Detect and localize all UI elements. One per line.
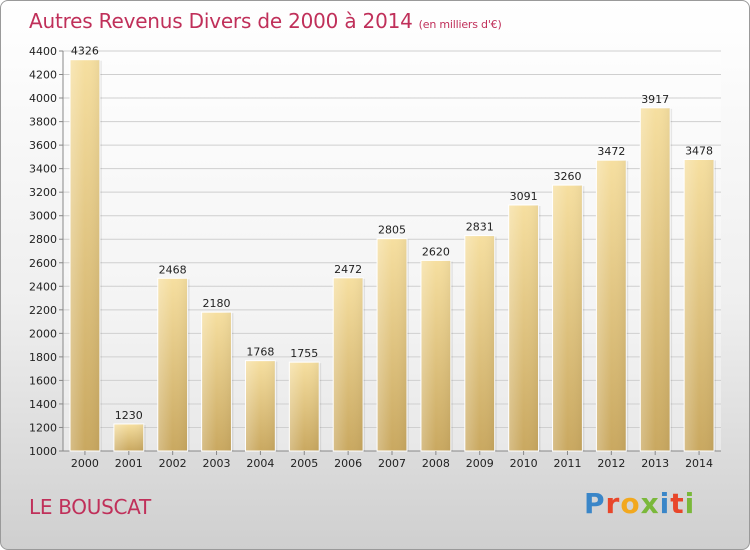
- y-tick-label: 3600: [29, 139, 57, 152]
- x-tick-label: 2009: [466, 457, 494, 470]
- data-label: 2180: [203, 297, 231, 310]
- chart-subtitle: (en milliers d'€): [418, 18, 502, 31]
- logo-letter: r: [605, 487, 621, 520]
- bar-highlight: [552, 185, 583, 451]
- town-name: LE BOUSCAT: [29, 495, 151, 519]
- x-tick-label: 2000: [71, 457, 99, 470]
- y-tick-label: 3400: [29, 163, 57, 176]
- y-tick-label: 2400: [29, 280, 57, 293]
- y-tick-label: 3000: [29, 210, 57, 223]
- logo-letter: t: [670, 487, 685, 520]
- y-tick-label: 3800: [29, 116, 57, 129]
- y-tick-label: 2200: [29, 304, 57, 317]
- data-label: 3917: [641, 93, 669, 106]
- data-label: 2620: [422, 245, 450, 258]
- logo-letter: P: [584, 487, 606, 520]
- bar-highlight: [640, 107, 671, 451]
- data-label: 2805: [378, 224, 406, 237]
- x-tick-label: 2006: [334, 457, 362, 470]
- logo-letter: x: [640, 487, 660, 520]
- bar-highlight: [464, 235, 495, 451]
- y-tick-label: 1000: [29, 445, 57, 458]
- bar-highlight: [157, 278, 188, 451]
- y-tick-label: 1200: [29, 421, 57, 434]
- y-tick-label: 2600: [29, 257, 57, 270]
- y-tick-label: 3200: [29, 186, 57, 199]
- data-label: 4326: [71, 45, 99, 58]
- data-label: 2472: [334, 263, 362, 276]
- proxiti-logo: Proxiti: [584, 487, 695, 520]
- bar-highlight: [70, 59, 100, 452]
- data-label: 1768: [246, 346, 274, 359]
- y-tick-label: 4400: [29, 45, 57, 58]
- data-label: 2468: [159, 263, 187, 276]
- x-tick-label: 2014: [685, 457, 713, 470]
- chart-title: Autres Revenus Divers de 2000 à 2014 (en …: [29, 9, 502, 33]
- bar-highlight: [508, 205, 539, 451]
- data-label: 3472: [597, 145, 625, 158]
- x-tick-label: 2012: [597, 457, 625, 470]
- chart-title-text: Autres Revenus Divers de 2000 à 2014: [29, 9, 413, 33]
- bar-highlight: [377, 238, 407, 451]
- x-tick-label: 2004: [246, 457, 274, 470]
- x-tick-label: 2011: [553, 457, 581, 470]
- x-tick-label: 2003: [203, 457, 231, 470]
- x-tick-label: 2005: [290, 457, 318, 470]
- bar-highlight: [245, 360, 276, 451]
- x-tick-label: 2008: [422, 457, 450, 470]
- bar-highlight: [333, 277, 364, 451]
- data-label: 3478: [685, 144, 713, 157]
- x-tick-label: 2013: [641, 457, 669, 470]
- y-tick-label: 1600: [29, 374, 57, 387]
- y-tick-label: 1800: [29, 351, 57, 364]
- data-label: 3260: [553, 170, 581, 183]
- bar-highlight: [201, 312, 232, 451]
- bar-highlight: [289, 362, 320, 451]
- y-tick-label: 4200: [29, 69, 57, 82]
- y-tick-label: 4000: [29, 92, 57, 105]
- data-label: 2831: [466, 221, 494, 234]
- bar-highlight: [420, 260, 451, 451]
- data-label: 1755: [290, 347, 318, 360]
- bar-highlight: [113, 423, 144, 451]
- data-label: 1230: [115, 409, 143, 422]
- bar-highlight: [684, 159, 714, 451]
- x-tick-label: 2001: [115, 457, 143, 470]
- data-label: 3091: [510, 190, 538, 203]
- y-tick-label: 2000: [29, 327, 57, 340]
- logo-letter: i: [684, 487, 696, 520]
- bar-highlight: [596, 160, 627, 452]
- x-tick-label: 2002: [159, 457, 187, 470]
- x-tick-label: 2010: [510, 457, 538, 470]
- logo-letter: o: [620, 487, 641, 520]
- y-tick-label: 1400: [29, 398, 57, 411]
- x-tick-label: 2007: [378, 457, 406, 470]
- logo-letter: i: [659, 487, 671, 520]
- y-tick-label: 2800: [29, 233, 57, 246]
